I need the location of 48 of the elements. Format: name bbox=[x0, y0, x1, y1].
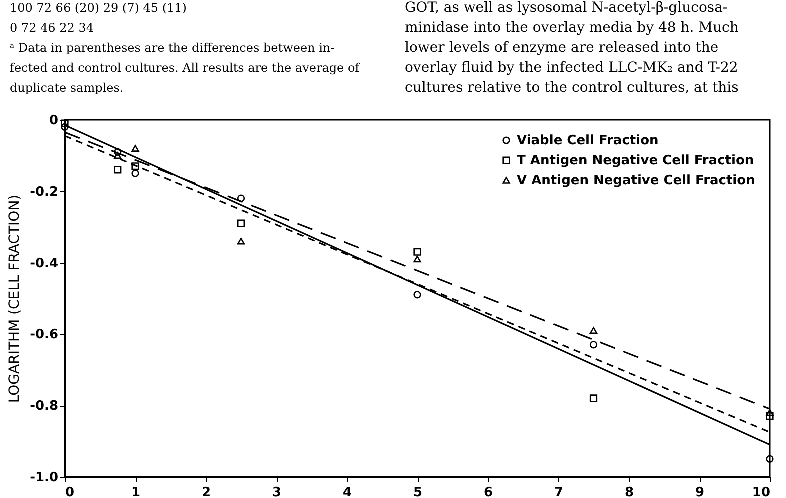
x-tick-label: 2 bbox=[202, 486, 212, 498]
text: lower levels of enzyme are released into the bbox=[405, 40, 719, 56]
y-tick-label: -1.0 bbox=[30, 470, 58, 486]
y-tick-label: -0.2 bbox=[30, 184, 58, 200]
text: overlay fluid by the infected LLC-MK₂ and T-22 bbox=[405, 60, 738, 76]
x-tick-label: 1 bbox=[131, 486, 141, 498]
x-tick-label: 5 bbox=[413, 486, 423, 498]
point bbox=[114, 166, 122, 174]
text: 100 72 66 (20) 29 (7) 45 (11) bbox=[10, 1, 187, 15]
y-tick-label: 0 bbox=[49, 114, 58, 128]
point bbox=[590, 394, 598, 402]
text: ᵃ Data in parentheses are the differences between in- bbox=[10, 41, 335, 55]
point bbox=[132, 162, 140, 170]
y-tick-label: -0.6 bbox=[30, 328, 58, 343]
y-tick-label: -0.4 bbox=[30, 256, 58, 272]
point bbox=[590, 341, 598, 349]
x-tick-label: 9 bbox=[695, 486, 705, 498]
x-tick-label: 10 bbox=[752, 486, 770, 498]
y-axis-title: LOGARITHM (CELL FRACTION) bbox=[7, 194, 24, 404]
point bbox=[414, 291, 422, 299]
x-tick-label: 8 bbox=[624, 486, 634, 498]
x-tick-label: 6 bbox=[484, 486, 494, 498]
point bbox=[237, 194, 246, 202]
point bbox=[590, 327, 598, 334]
point bbox=[132, 170, 140, 178]
text: duplicate samples. bbox=[10, 81, 124, 95]
text: minidase into the overlay media by 48 h. Much bbox=[405, 20, 739, 36]
legend-label: T Antigen Negative Cell Fraction bbox=[517, 154, 754, 168]
point bbox=[414, 248, 422, 256]
text: 0 72 46 22 34 bbox=[10, 21, 94, 35]
x-tick-label: 4 bbox=[342, 486, 352, 498]
point bbox=[414, 256, 422, 263]
text: fected and control cultures. All results are the average of bbox=[10, 61, 362, 75]
y-tick-label: -0.8 bbox=[30, 399, 58, 414]
point bbox=[766, 455, 774, 463]
point bbox=[766, 412, 774, 420]
legend-label: V Antigen Negative Cell Fraction bbox=[517, 174, 756, 188]
point bbox=[237, 220, 246, 228]
point bbox=[132, 145, 140, 152]
text: GOT, as well as lysosomal N-acetyl-β-glucosa- bbox=[405, 0, 728, 16]
point bbox=[237, 238, 246, 245]
legend-label: Viable Cell Fraction bbox=[517, 134, 659, 148]
x-tick-label: 3 bbox=[272, 486, 282, 498]
x-tick-label: 7 bbox=[554, 486, 564, 498]
point bbox=[114, 152, 122, 160]
point bbox=[766, 409, 774, 416]
x-tick-label: 0 bbox=[66, 486, 75, 498]
text: cultures relative to the control cultures, at this bbox=[405, 80, 739, 96]
